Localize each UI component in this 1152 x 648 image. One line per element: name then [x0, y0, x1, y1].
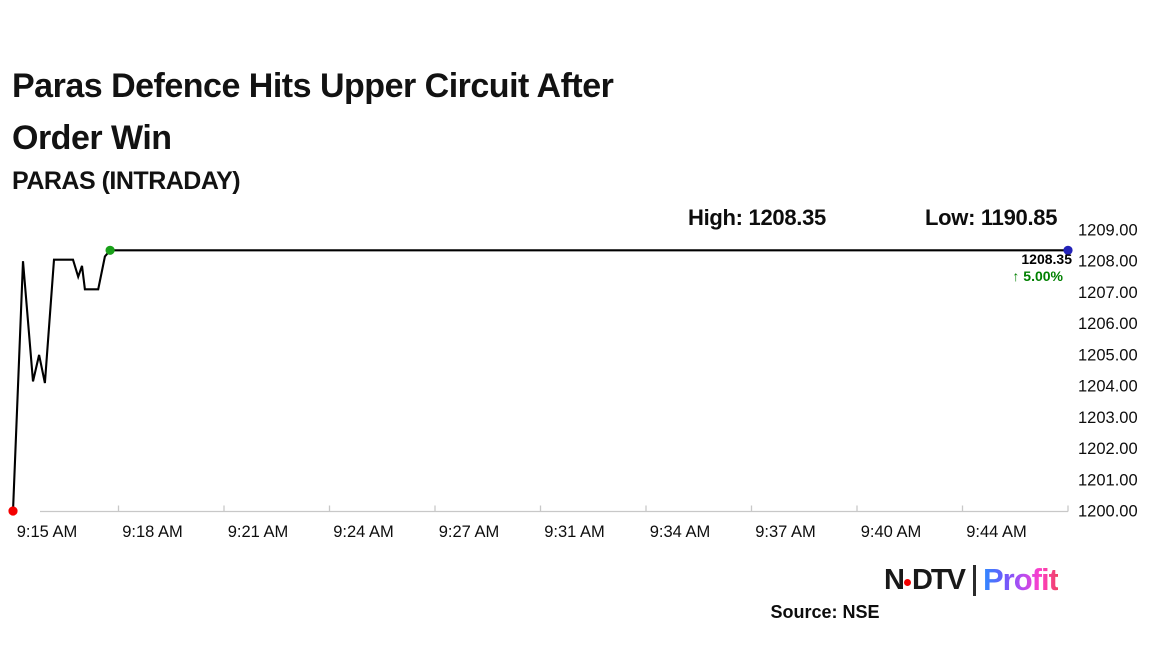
- source-attribution: Source: NSE: [770, 602, 880, 622]
- y-tick-label: 1208.00: [1078, 253, 1138, 271]
- ndtv-profit-logo: N DTV Profit: [884, 562, 1059, 598]
- y-tick-label: 1200.00: [1078, 503, 1138, 521]
- x-tick-label: 9:24 AM: [333, 523, 394, 541]
- x-tick-label: 9:44 AM: [966, 523, 1027, 541]
- session-open-low-marker: [8, 506, 18, 516]
- y-tick-label: 1206.00: [1078, 315, 1138, 333]
- x-tick-label: 9:31 AM: [544, 523, 605, 541]
- headline-line2: Order Win: [12, 119, 172, 157]
- chart-subtitle: PARAS (INTRADAY): [12, 167, 241, 195]
- logo-divider: [972, 564, 976, 596]
- y-tick-label: 1202.00: [1078, 440, 1138, 458]
- ndtv-logo-red-dot-icon: [903, 578, 911, 586]
- y-tick-label: 1203.00: [1078, 409, 1138, 427]
- x-tick-label: 9:40 AM: [861, 523, 922, 541]
- y-tick-label: 1201.00: [1078, 471, 1138, 489]
- y-tick-label: 1207.00: [1078, 284, 1138, 302]
- high-value-label: High: 1208.35: [688, 205, 826, 230]
- ndtv-logo-dtv: DTV: [911, 563, 966, 596]
- x-tick-label: 9:37 AM: [755, 523, 816, 541]
- x-tick-label: 9:27 AM: [439, 523, 500, 541]
- latest-price-marker: [1063, 245, 1073, 255]
- low-value-label: Low: 1190.85: [925, 205, 1058, 230]
- y-tick-label: 1204.00: [1078, 378, 1138, 396]
- x-tick-label: 9:34 AM: [650, 523, 711, 541]
- last-price-label: 1208.35: [1021, 251, 1072, 267]
- y-tick-label: 1205.00: [1078, 346, 1138, 364]
- x-tick-label: 9:15 AM: [17, 523, 78, 541]
- x-tick-label: 9:21 AM: [228, 523, 289, 541]
- y-tick-label: 1209.00: [1078, 222, 1138, 240]
- upper-circuit-hit-marker: [105, 245, 115, 255]
- price-line: [11, 249, 1070, 513]
- ndtv-logo-n: N: [884, 563, 905, 596]
- ndtv-logo-text: N DTV: [884, 563, 966, 597]
- headline: Paras Defence Hits Upper Circuit After O…: [12, 60, 614, 164]
- x-tick-label: 9:18 AM: [122, 523, 183, 541]
- change-percent-label: ↑ 5.00%: [1012, 268, 1063, 284]
- profit-logo-text: Profit: [982, 562, 1059, 597]
- headline-line1: Paras Defence Hits Upper Circuit After: [12, 67, 614, 105]
